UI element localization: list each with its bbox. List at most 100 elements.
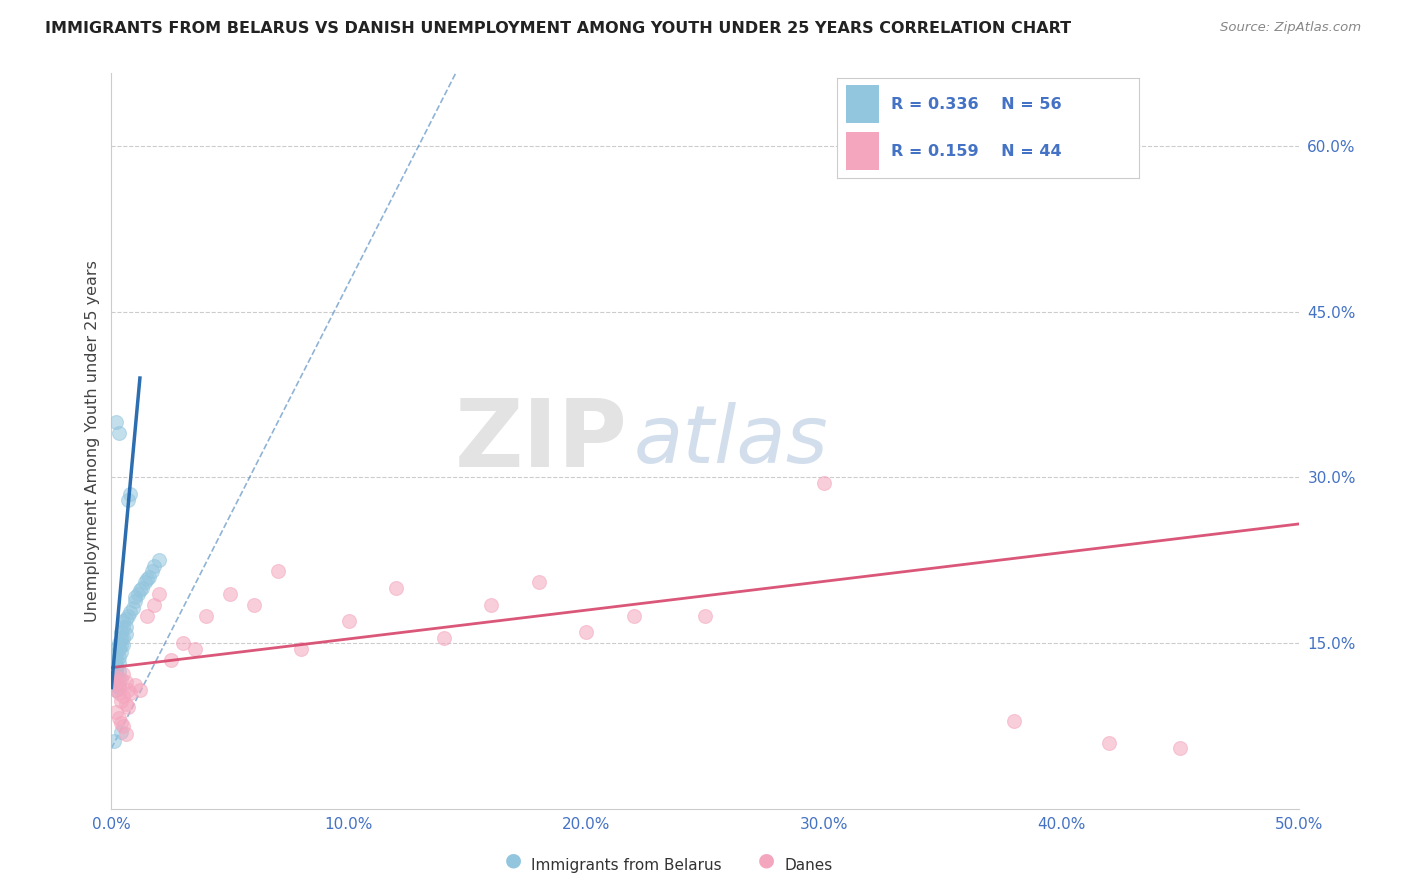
- Text: atlas: atlas: [634, 402, 828, 480]
- Point: [219, 586, 242, 600]
- Point: [141, 565, 163, 579]
- Point: [107, 686, 129, 700]
- Text: ●: ●: [505, 851, 522, 870]
- Point: [1002, 714, 1025, 728]
- Point: [127, 586, 149, 600]
- Point: [112, 690, 135, 704]
- Bar: [845, 132, 879, 170]
- Point: [266, 565, 288, 579]
- Point: [575, 625, 598, 640]
- Y-axis label: Unemployment Among Youth under 25 years: Unemployment Among Youth under 25 years: [86, 260, 100, 622]
- Point: [105, 672, 128, 686]
- Point: [143, 598, 166, 612]
- Point: [112, 620, 135, 634]
- Point: [103, 675, 125, 690]
- Point: [527, 575, 550, 590]
- Text: R = 0.159    N = 44: R = 0.159 N = 44: [891, 144, 1062, 159]
- Point: [112, 667, 135, 681]
- Point: [105, 705, 128, 719]
- Point: [110, 645, 132, 659]
- Point: [433, 631, 456, 645]
- Point: [114, 727, 136, 741]
- Point: [481, 598, 503, 612]
- Point: [112, 719, 135, 733]
- Point: [105, 658, 128, 673]
- Point: [148, 553, 170, 567]
- Text: Source: ZipAtlas.com: Source: ZipAtlas.com: [1220, 21, 1361, 35]
- Point: [117, 700, 139, 714]
- Point: [195, 608, 218, 623]
- Point: [107, 672, 129, 686]
- Point: [183, 641, 205, 656]
- Point: [110, 672, 132, 686]
- Point: [103, 658, 125, 673]
- Point: [105, 667, 128, 681]
- Point: [243, 598, 266, 612]
- Point: [107, 711, 129, 725]
- Point: [120, 605, 142, 619]
- Point: [134, 575, 156, 590]
- Point: [136, 572, 159, 586]
- Point: [129, 682, 152, 697]
- Point: [385, 581, 408, 595]
- Point: [117, 608, 139, 623]
- Point: [103, 733, 125, 747]
- Point: [103, 669, 125, 683]
- Point: [107, 426, 129, 441]
- Text: R = 0.336    N = 56: R = 0.336 N = 56: [891, 97, 1062, 112]
- Point: [120, 686, 142, 700]
- Point: [148, 586, 170, 600]
- Point: [105, 653, 128, 667]
- Point: [117, 492, 139, 507]
- Point: [107, 681, 129, 695]
- Point: [159, 653, 181, 667]
- Point: [337, 614, 360, 628]
- Point: [110, 639, 132, 653]
- Point: [112, 614, 135, 628]
- Text: Immigrants from Belarus: Immigrants from Belarus: [531, 858, 723, 873]
- Point: [114, 620, 136, 634]
- Point: [105, 682, 128, 697]
- Point: [114, 697, 136, 711]
- Point: [103, 660, 125, 674]
- Point: [110, 724, 132, 739]
- Point: [107, 641, 129, 656]
- Point: [103, 672, 125, 686]
- Point: [1168, 741, 1191, 756]
- Point: [695, 608, 717, 623]
- Text: ZIP: ZIP: [456, 395, 628, 487]
- Point: [107, 678, 129, 692]
- Point: [124, 594, 146, 608]
- Point: [112, 631, 135, 645]
- Point: [1098, 736, 1121, 750]
- Point: [105, 648, 128, 662]
- Text: ●: ●: [758, 851, 775, 870]
- Point: [138, 570, 160, 584]
- Point: [121, 601, 143, 615]
- Point: [114, 612, 136, 626]
- Point: [120, 487, 142, 501]
- Point: [105, 415, 128, 429]
- Point: [105, 682, 128, 697]
- Point: [105, 678, 128, 692]
- Point: [105, 660, 128, 674]
- Point: [105, 664, 128, 678]
- Point: [103, 656, 125, 670]
- Point: [124, 590, 146, 604]
- Point: [105, 675, 128, 690]
- Point: [623, 608, 645, 623]
- Point: [110, 625, 132, 640]
- Point: [136, 608, 159, 623]
- Point: [110, 694, 132, 708]
- Bar: [845, 86, 879, 123]
- Point: [117, 682, 139, 697]
- Point: [114, 675, 136, 690]
- Point: [813, 476, 835, 491]
- Text: Danes: Danes: [785, 858, 832, 873]
- Point: [103, 671, 125, 685]
- Point: [112, 639, 135, 653]
- Text: IMMIGRANTS FROM BELARUS VS DANISH UNEMPLOYMENT AMONG YOUTH UNDER 25 YEARS CORREL: IMMIGRANTS FROM BELARUS VS DANISH UNEMPL…: [45, 21, 1071, 37]
- Point: [107, 649, 129, 664]
- Point: [129, 583, 152, 598]
- Point: [114, 627, 136, 641]
